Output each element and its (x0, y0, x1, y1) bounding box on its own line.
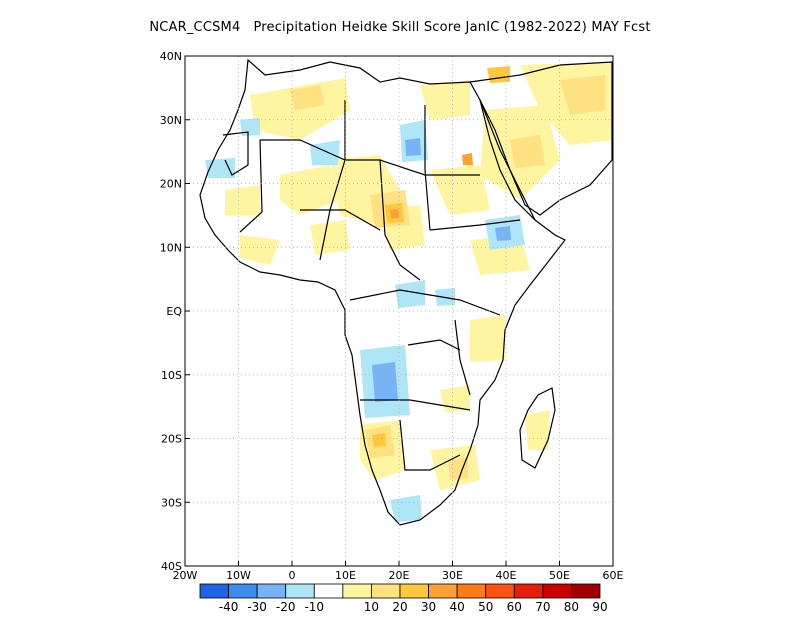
colorbar-swatch (285, 583, 315, 599)
y-tick-label: EQ (166, 305, 182, 318)
x-tick-label: 60E (603, 569, 624, 582)
colorbar-swatch (313, 583, 344, 599)
y-tick-label: 30S (161, 496, 182, 509)
colorbar-swatch (513, 583, 544, 599)
x-tick-label: 10E (335, 569, 356, 582)
colorbar-label: -20 (276, 600, 296, 614)
y-tick-label: 30N (160, 114, 182, 127)
y-tick-label: 10N (160, 241, 182, 254)
colorbar-swatch (399, 583, 429, 599)
colorbar-swatch (228, 583, 258, 599)
colorbar-label: 30 (421, 600, 436, 614)
y-tick-label: 20S (161, 433, 182, 446)
x-tick-label: 40E (496, 569, 517, 582)
y-tick-label: 20N (160, 178, 182, 191)
x-tick-label: 0 (289, 569, 296, 582)
colorbar-label: -10 (304, 600, 324, 614)
colorbar-swatch (428, 583, 458, 599)
y-tick-label: 10S (161, 369, 182, 382)
colorbar-swatch (199, 583, 229, 599)
grid-lines (185, 56, 613, 566)
colorbar-label: 70 (535, 600, 550, 614)
x-tick-label: 20E (389, 569, 410, 582)
x-tick-label: 10W (226, 569, 251, 582)
colorbar-swatch (342, 583, 372, 599)
colorbar-swatch (571, 583, 601, 599)
map-title: NCAR_CCSM4 Precipitation Heidke Skill Sc… (149, 20, 651, 35)
colorbar-swatch (542, 583, 572, 599)
y-axis-ticks: 40N 30N 20N 10N EQ 10S 20S 30S 40S (160, 50, 190, 573)
y-tick-label: 40N (160, 50, 182, 63)
x-tick-label: 50E (549, 569, 570, 582)
colorbar-swatch (485, 583, 515, 599)
colorbar-label: -30 (247, 600, 267, 614)
colorbar-label: 50 (478, 600, 493, 614)
colorbar-label: 10 (364, 600, 379, 614)
coastline-and-borders (199, 58, 613, 526)
colorbar-label: 20 (392, 600, 407, 614)
colorbar-label: 40 (450, 600, 465, 614)
colorbar-swatch (456, 583, 487, 599)
x-axis-ticks: 20W 10W 0 10E 20E 30E 40E 50E 60E (173, 561, 624, 582)
colorbar-label: 80 (564, 600, 579, 614)
colorbar-label: -40 (219, 600, 239, 614)
y-tick-label: 40S (161, 560, 182, 573)
colorbar-swatch (371, 583, 401, 599)
x-tick-label: 30E (442, 569, 463, 582)
colorbar-label: 90 (592, 600, 607, 614)
colorbar: -40 -30 -20 -10 10 20 30 40 50 60 70 80 90 (199, 583, 608, 614)
colorbar-swatch (256, 583, 287, 599)
x-tick-label: 20W (173, 569, 198, 582)
colorbar-label: 60 (507, 600, 522, 614)
